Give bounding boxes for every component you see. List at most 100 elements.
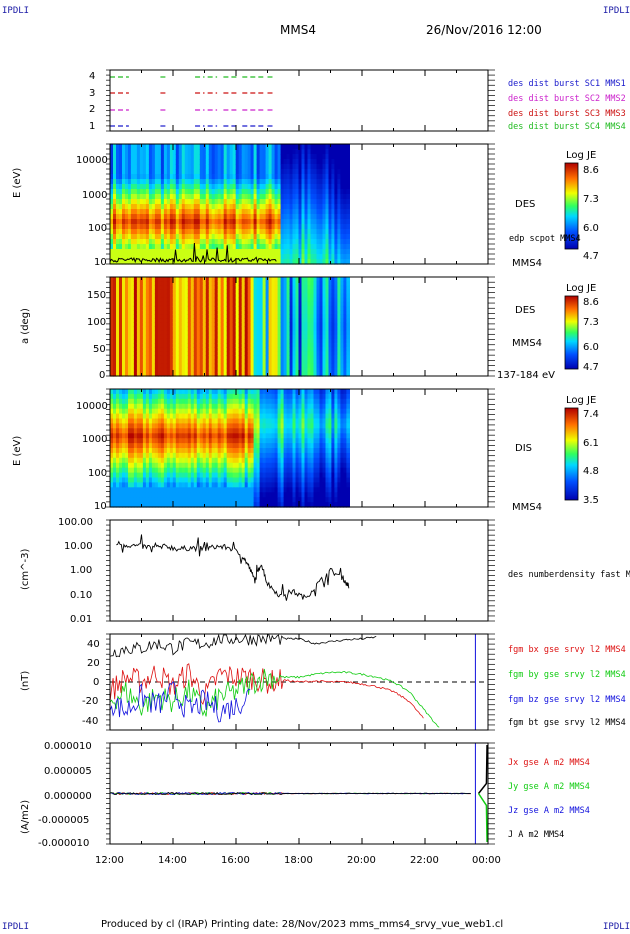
des-pitch-cell [241, 326, 246, 332]
des-pitch-cell [151, 293, 156, 299]
des-pitch-cell [211, 277, 216, 282]
des-pitch-cell [229, 301, 234, 307]
des-pitch-cell [199, 322, 204, 328]
des-pitch-cell [283, 367, 288, 373]
des-energy-cell [259, 154, 264, 160]
des-pitch-cell [334, 314, 338, 319]
dis-energy-cell [139, 443, 144, 449]
des-pitch-cell [113, 322, 117, 328]
des-energy-cell [130, 184, 135, 190]
dis-energy-cell [193, 497, 198, 503]
des-pitch-cell [130, 347, 135, 352]
des-pitch-cell [125, 347, 129, 352]
dis-energy-cell [205, 433, 210, 439]
des-energy-cell [328, 224, 333, 230]
des-energy-cell [325, 159, 330, 165]
des-pitch-cell [274, 289, 279, 295]
des-pitch-cell [340, 310, 344, 315]
des-pitch-cell [295, 334, 300, 340]
des-energy-cell [250, 239, 255, 245]
dis-energy-cell [142, 462, 147, 469]
des-pitch-cell [116, 289, 120, 295]
dis-energy-cell [148, 423, 153, 429]
dis-energy-cell [125, 462, 129, 469]
des-energy-cell [307, 179, 312, 185]
des-pitch-cell [154, 359, 159, 365]
des-energy-cell [241, 259, 246, 265]
des-energy-cell [196, 154, 201, 160]
des-pitch-cell [214, 359, 219, 365]
des-energy-cell [271, 174, 276, 180]
des-energy-cell [226, 199, 231, 205]
des-energy-cell [208, 149, 213, 155]
des-energy-cell [220, 159, 225, 165]
des-pitch-cell [271, 305, 276, 311]
des-energy-cell [211, 214, 216, 220]
dis-energy-cell [241, 393, 246, 400]
des-pitch-cell [130, 330, 135, 336]
dis-energy-cell [229, 418, 234, 424]
des-pitch-cell [307, 363, 312, 369]
des-energy-cell [181, 254, 186, 260]
des-energy-cell [187, 144, 192, 150]
des-energy-cell [265, 199, 270, 205]
des-energy-cell [232, 199, 237, 205]
des-energy-cell [128, 224, 132, 230]
des-energy-cell [208, 199, 213, 205]
des-pitch-cell [160, 363, 165, 369]
dis-energy-cell [244, 477, 249, 483]
des-pitch-cell [211, 347, 216, 352]
des-pitch-cell [208, 330, 213, 336]
des-energy-cell [229, 144, 234, 150]
dis-energy-cell [175, 418, 180, 424]
des-pitch-cell [259, 285, 264, 290]
des-energy-cell [271, 144, 276, 150]
des-pitch-cell [169, 281, 174, 286]
des-pitch-cell [190, 355, 195, 361]
des-energy-cell [113, 234, 117, 240]
des-energy-cell [199, 179, 204, 185]
des-pitch-cell [202, 314, 207, 319]
dis-energy-cell [163, 457, 168, 464]
des-energy-cell [262, 219, 267, 225]
des-pitch-cell [250, 363, 255, 369]
des-pitch-cell [310, 367, 315, 373]
des-pitch-cell [271, 310, 276, 315]
des-energy-cell [125, 254, 129, 260]
des-energy-cell [319, 199, 324, 205]
des-pitch-cell [160, 301, 165, 307]
des-energy-cell [316, 259, 321, 265]
des-pitch-cell [125, 281, 129, 286]
des-energy-cell [310, 229, 315, 235]
des-pitch-cell [313, 367, 318, 373]
des-pitch-cell [193, 363, 198, 369]
des-pitch-cell [133, 310, 138, 315]
des-energy-cell [298, 159, 303, 165]
des-energy-cell [241, 154, 246, 160]
des-pitch-cell [160, 322, 165, 328]
dis-energy-cell [116, 472, 120, 479]
dis-energy-cell [199, 452, 204, 459]
des-pitch-cell [145, 371, 150, 377]
des-pitch-cell [307, 371, 312, 377]
des-energy-cell [130, 194, 135, 200]
des-pitch-cell [307, 343, 312, 348]
dis-energy-cell [241, 457, 246, 464]
des-energy-cell [214, 184, 219, 190]
des-energy-cell [119, 249, 123, 255]
des-pitch-cell [110, 330, 114, 336]
des-energy-cell [271, 154, 276, 160]
des-pitch-cell [113, 338, 117, 344]
des-energy-cell [157, 199, 162, 205]
des-energy-cell [205, 179, 210, 185]
des-energy-cell [181, 229, 186, 235]
des-energy-cell [157, 219, 162, 225]
des-energy-cell [169, 179, 174, 185]
des-energy-cell [160, 174, 165, 180]
des-energy-cell [217, 169, 222, 175]
des-energy-cell [181, 194, 186, 200]
des-energy-cell [295, 224, 300, 230]
des-pitch-cell [214, 363, 219, 369]
des-energy-cell [304, 179, 309, 185]
des-pitch-cell [110, 347, 114, 352]
